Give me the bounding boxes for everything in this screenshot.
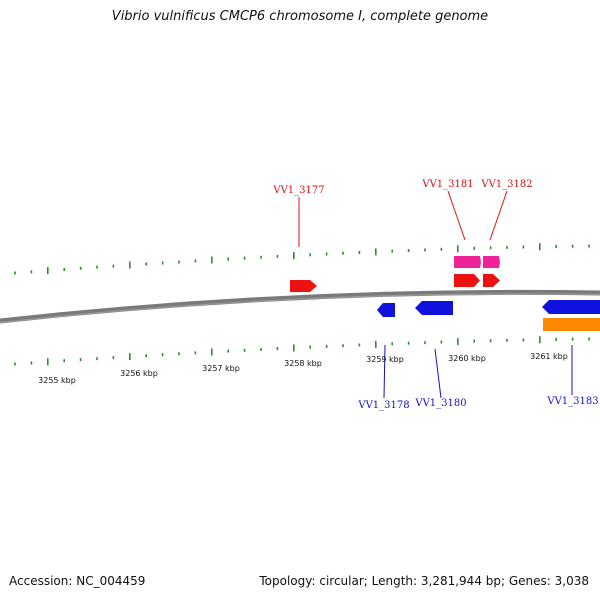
gene-label-vv1-3180[interactable]: VV1_3180 (414, 398, 466, 409)
gene-vv1-3181[interactable] (454, 274, 480, 287)
gene-vv1-3183[interactable] (542, 300, 600, 314)
gene-label-vv1-3177[interactable]: VV1_3177 (272, 185, 324, 196)
scale-label: 3260 kbp (448, 354, 486, 363)
leader-line (383, 344, 386, 399)
gene-vv1-3182[interactable] (483, 274, 500, 287)
gene-vv1-3178[interactable] (377, 303, 395, 317)
gene-label-vv1-3178[interactable]: VV1_3178 (357, 400, 409, 411)
leader-line (447, 190, 466, 241)
forward-feature[interactable] (454, 256, 481, 268)
leader-line (434, 348, 442, 399)
gene-vv1-3177[interactable] (290, 280, 317, 292)
reverse-feature[interactable] (543, 318, 600, 331)
scale-label: 3255 kbp (38, 376, 76, 385)
gene-vv1-3180[interactable] (415, 301, 453, 315)
map-title: Vibrio vulnificus CMCP6 chromosome I, co… (111, 9, 489, 24)
gene-label-vv1-3182[interactable]: VV1_3182 (480, 179, 532, 190)
chromosome-backbone-shade (0, 293, 600, 324)
scale-label: 3261 kbp (530, 352, 568, 361)
scale-label: 3256 kbp (120, 369, 158, 378)
scale-label: 3259 kbp (366, 355, 404, 364)
outer-tick-ring (14, 243, 590, 275)
forward-feature[interactable] (483, 256, 500, 268)
topology-label: Topology: circular; Length: 3,281,944 bp… (259, 574, 589, 588)
accession-label: Accession: NC_004459 (9, 574, 146, 588)
chromosome-backbone (0, 289, 600, 324)
leader-line (489, 190, 508, 241)
gene-label-vv1-3181[interactable]: VV1_3181 (421, 179, 473, 190)
scale-label: 3257 kbp (202, 364, 240, 373)
inner-tick-ring (14, 336, 590, 366)
scale-label: 3258 kbp (284, 359, 322, 368)
gene-label-vv1-3183[interactable]: VV1_3183 (546, 396, 598, 407)
